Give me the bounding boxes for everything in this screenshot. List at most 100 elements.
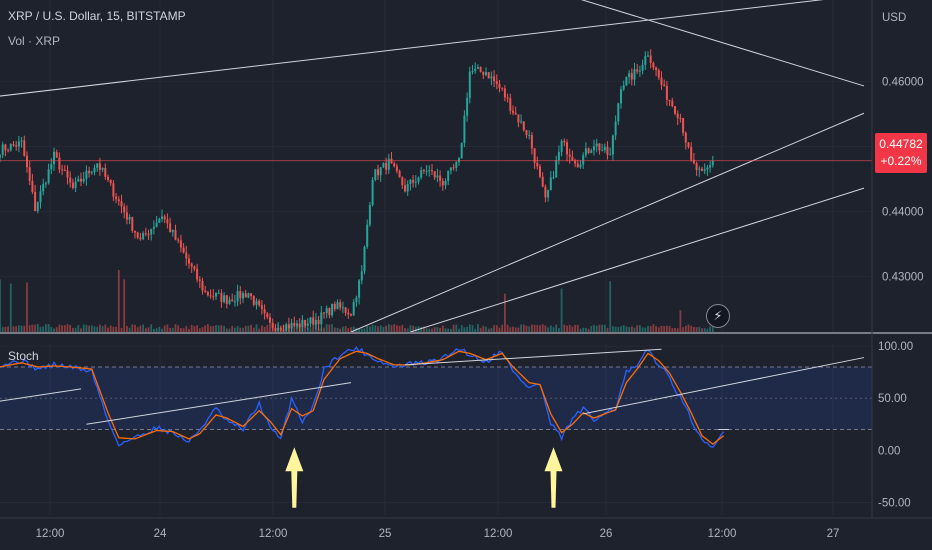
candle-body [566, 142, 568, 155]
volume-bar [50, 327, 53, 332]
candle-body [638, 70, 641, 72]
stoch-tick-label: 50.00 [878, 393, 907, 405]
candle-body [698, 168, 701, 170]
volume-bar [579, 328, 582, 332]
last-price-badge: 0.44782 +0.22% [875, 133, 927, 173]
candle-body [347, 312, 350, 315]
volume-bar [387, 324, 390, 332]
candle-body [495, 81, 498, 84]
volume-bar [312, 324, 315, 332]
candle-body [304, 319, 307, 326]
volume-bar [506, 324, 509, 332]
volume-bar [0, 279, 1, 332]
volume-bar [4, 326, 7, 332]
volume-bar [509, 327, 512, 332]
time-tick-label: 27 [827, 528, 840, 540]
volume-bar [120, 327, 123, 332]
candle-body [425, 170, 428, 172]
candle-body [479, 66, 482, 72]
candle-body [404, 185, 406, 192]
candle-body [12, 144, 15, 146]
volume-bar [158, 326, 161, 332]
candle-body [644, 55, 647, 65]
candle-body [560, 140, 563, 152]
candle-body [71, 182, 74, 188]
volume-bar [66, 324, 69, 332]
volume-bar [609, 281, 612, 332]
lightning-icon[interactable]: ⚡︎ [706, 304, 730, 328]
candle-body [412, 179, 415, 183]
candle-body [314, 319, 317, 325]
candle-body [312, 317, 315, 325]
candle-body [468, 71, 471, 99]
volume-bar [9, 283, 12, 332]
volume-bar [112, 326, 115, 332]
volume-bar [258, 328, 261, 332]
candle-body [120, 201, 123, 207]
volume-bar [147, 327, 150, 332]
volume-bar [595, 325, 598, 332]
volume-bar [209, 326, 212, 332]
symbol-legend[interactable]: XRP / U.S. Dollar, 15, BITSTAMP [8, 9, 186, 23]
volume-bar [80, 328, 82, 332]
volume-bar [517, 327, 520, 332]
candle-body [606, 146, 609, 155]
volume-bar [190, 324, 193, 332]
volume-bar [660, 325, 663, 332]
volume-bar [223, 325, 225, 332]
volume-bar [428, 328, 431, 332]
volume-bar [374, 325, 377, 332]
arrow-up-annotation [544, 447, 563, 508]
time-tick-label: 25 [379, 528, 392, 540]
volume-legend[interactable]: Vol · XRP [8, 34, 61, 48]
candle-body [363, 246, 366, 272]
candle-body [514, 112, 517, 115]
trendline [350, 112, 865, 332]
price-tick-label: 0.43000 [882, 272, 924, 284]
candle-body [279, 328, 282, 330]
volume-bar [104, 324, 107, 332]
candle-body [260, 305, 263, 310]
volume-bar [698, 326, 701, 332]
candle-body [679, 117, 682, 119]
candle-body [193, 266, 196, 269]
stoch-legend[interactable]: Stoch [8, 349, 39, 363]
volume-bar [126, 325, 128, 332]
candle-body [660, 77, 663, 85]
volume-bar [404, 328, 406, 332]
candle-body [206, 292, 209, 296]
volume-bar [493, 325, 495, 332]
candle-body [509, 98, 512, 111]
volume-bar [177, 325, 180, 332]
volume-bar [682, 327, 684, 332]
candle-body [520, 121, 523, 123]
volume-bar [409, 325, 412, 332]
candle-body [377, 169, 379, 176]
candle-body [460, 143, 463, 159]
candle-body [136, 232, 139, 238]
candle-body [576, 163, 579, 168]
volume-bar [522, 324, 525, 332]
volume-bar [377, 326, 379, 332]
candle-body [225, 295, 228, 304]
candle-body [414, 181, 417, 183]
volume-bar [47, 324, 50, 332]
time-tick-label: 24 [154, 528, 167, 540]
candle-body [517, 114, 520, 123]
candle-body [617, 103, 620, 122]
candle-body [39, 191, 42, 203]
candle-body [247, 293, 250, 298]
candle-body [603, 146, 606, 151]
volume-bar [447, 328, 450, 332]
volume-bar [1, 327, 4, 332]
time-tick-label: 12:00 [484, 528, 513, 540]
volume-bar [393, 324, 396, 332]
candle-body [188, 258, 190, 264]
volume-bar [144, 328, 147, 332]
volume-bar [568, 324, 571, 332]
volume-bar [333, 327, 336, 332]
candle-body [258, 300, 261, 306]
volume-bar [39, 326, 42, 332]
candle-body [263, 309, 266, 314]
